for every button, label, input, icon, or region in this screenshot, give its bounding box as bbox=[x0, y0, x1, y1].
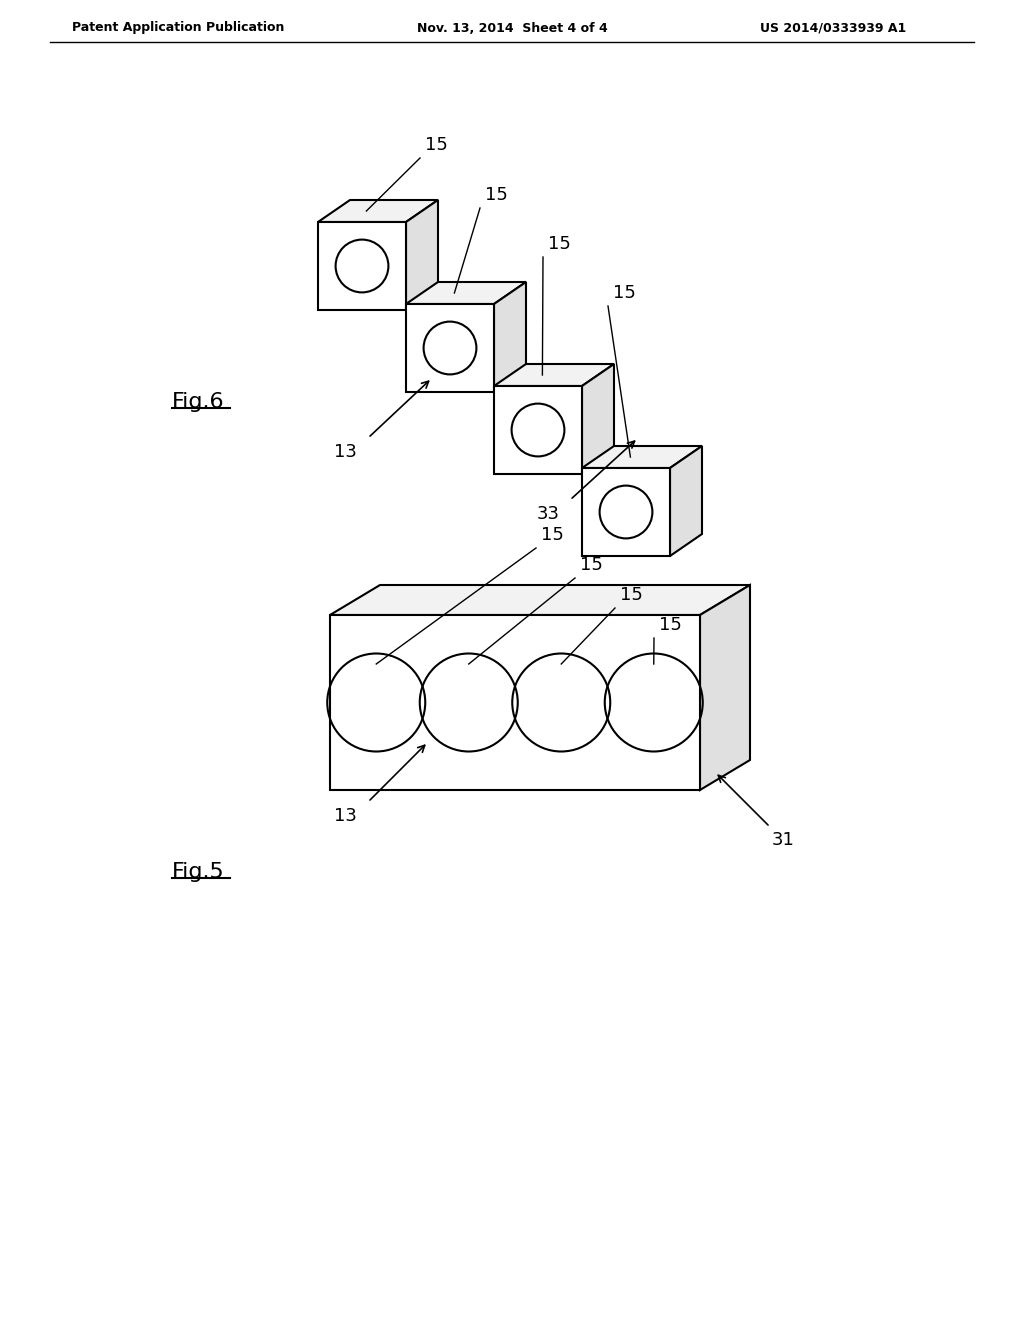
Text: 15: 15 bbox=[425, 136, 447, 154]
Text: Fig.6: Fig.6 bbox=[172, 392, 224, 412]
Text: 15: 15 bbox=[548, 235, 570, 253]
Text: 15: 15 bbox=[613, 284, 636, 302]
Text: 15: 15 bbox=[580, 556, 603, 574]
Text: Fig.5: Fig.5 bbox=[172, 862, 224, 882]
Polygon shape bbox=[700, 585, 750, 789]
Polygon shape bbox=[582, 364, 614, 474]
Polygon shape bbox=[494, 282, 526, 392]
Text: US 2014/0333939 A1: US 2014/0333939 A1 bbox=[760, 21, 906, 34]
Polygon shape bbox=[582, 469, 670, 556]
Polygon shape bbox=[406, 304, 494, 392]
Text: Nov. 13, 2014  Sheet 4 of 4: Nov. 13, 2014 Sheet 4 of 4 bbox=[417, 21, 607, 34]
Polygon shape bbox=[318, 222, 406, 310]
Text: 15: 15 bbox=[659, 616, 682, 634]
Text: 15: 15 bbox=[541, 525, 564, 544]
Polygon shape bbox=[330, 585, 750, 615]
Polygon shape bbox=[670, 446, 702, 556]
Polygon shape bbox=[494, 385, 582, 474]
Polygon shape bbox=[318, 201, 438, 222]
Polygon shape bbox=[494, 364, 614, 385]
Text: 15: 15 bbox=[620, 586, 643, 605]
Text: 13: 13 bbox=[334, 444, 356, 461]
Text: 31: 31 bbox=[771, 832, 795, 849]
Text: 13: 13 bbox=[334, 807, 356, 825]
Polygon shape bbox=[582, 446, 702, 469]
Text: 15: 15 bbox=[485, 186, 508, 205]
Polygon shape bbox=[406, 282, 526, 304]
Text: 33: 33 bbox=[537, 506, 559, 523]
Text: Patent Application Publication: Patent Application Publication bbox=[72, 21, 285, 34]
Polygon shape bbox=[406, 201, 438, 310]
Polygon shape bbox=[330, 615, 700, 789]
